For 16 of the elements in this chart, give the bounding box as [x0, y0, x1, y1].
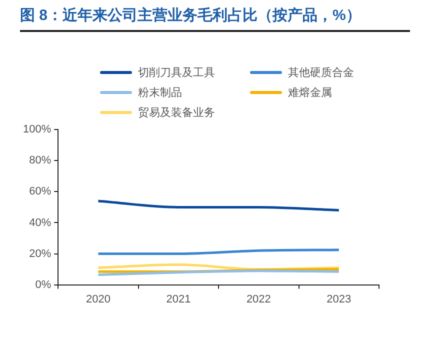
legend-label: 切削刀具及工具: [138, 66, 215, 80]
y-tick-label: 60%: [29, 186, 52, 198]
x-tick-label: 2021: [166, 293, 191, 306]
x-tick-label: 2023: [326, 293, 352, 306]
legend-label: 其他硬质合金: [288, 66, 354, 80]
y-tick-label: 0%: [35, 278, 52, 291]
y-tick-label: 40%: [29, 216, 52, 229]
y-tick-label: 100%: [22, 124, 52, 136]
x-tick-label: 2020: [86, 293, 110, 306]
y-tick-label: 20%: [29, 248, 52, 260]
chart-title: 图 8：近年来公司主营业务毛利占比（按产品，%）: [20, 6, 410, 32]
x-tick-label: 2022: [246, 293, 271, 306]
y-tick-label: 80%: [29, 154, 52, 167]
legend-label: 难熔金属: [288, 86, 332, 100]
legend-label: 粉末制品: [138, 86, 182, 100]
legend-label: 贸易及装备业务: [138, 106, 215, 120]
